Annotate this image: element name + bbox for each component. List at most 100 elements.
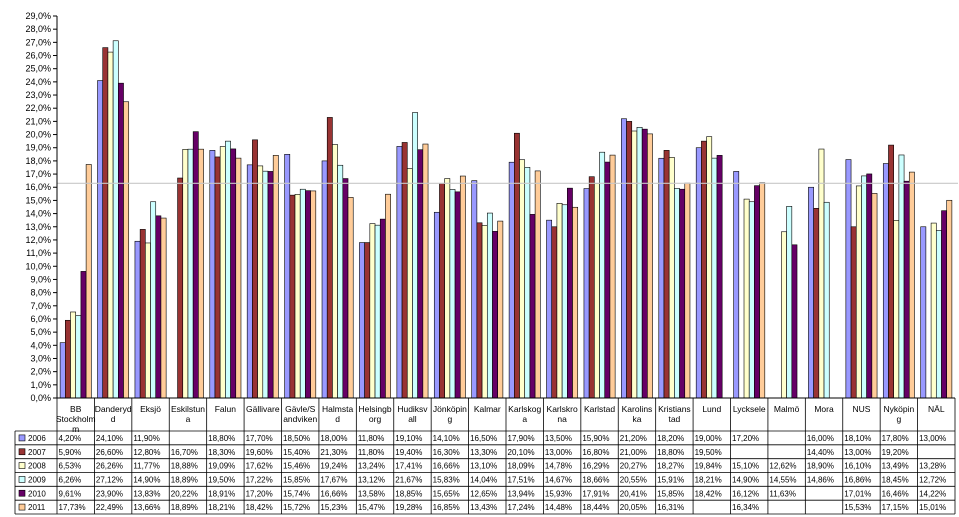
table-cell: 13,28% <box>919 462 946 471</box>
table-cell: 27,12% <box>96 475 123 484</box>
bar-2006 <box>845 159 852 399</box>
bar-2010 <box>417 149 424 399</box>
bar-2009 <box>225 140 231 399</box>
y-tick-label: 27,0% <box>25 37 51 47</box>
category-label: a <box>186 414 191 424</box>
category-label: Jönköpin <box>433 404 467 414</box>
table-cell: 16,29% <box>582 462 609 471</box>
bar-2007 <box>139 229 146 399</box>
bar-2009 <box>861 175 867 399</box>
y-tick-label: 3,0% <box>30 353 51 363</box>
bar-2009 <box>561 204 568 399</box>
table-cell: 18,30% <box>208 448 235 457</box>
y-tick-label: 21,0% <box>25 116 51 126</box>
bar-2010 <box>305 190 311 399</box>
table-cell: 13,30% <box>470 448 497 457</box>
table-cell: 14,90% <box>732 475 759 484</box>
bar-2006 <box>97 80 104 399</box>
category-label: Lycksele <box>733 404 766 414</box>
bar-2010 <box>567 187 573 399</box>
y-tick-label: 20,0% <box>25 130 51 140</box>
category-label: Karolins <box>622 404 653 414</box>
table-cell: 26,60% <box>96 448 123 457</box>
bar-2008 <box>406 168 413 399</box>
table-cell: 13,49% <box>882 462 909 471</box>
y-tick-label: 4,0% <box>30 340 51 350</box>
bar-2011 <box>160 217 167 399</box>
table-cell: 18,66% <box>582 475 609 484</box>
legend-key-2007 <box>18 448 26 456</box>
table-cell: 15,65% <box>433 489 460 498</box>
table-cell: 13,24% <box>358 462 385 471</box>
bar-2007 <box>214 156 221 399</box>
table-cell: 13,83% <box>133 489 160 498</box>
bar-2009 <box>486 212 493 399</box>
table-cell: 11,80% <box>358 448 385 457</box>
bar-2007 <box>850 226 857 399</box>
bar-2008 <box>631 130 638 399</box>
y-tick-label: 22,0% <box>25 103 51 113</box>
bar-2009 <box>674 188 680 399</box>
bar-2011 <box>198 148 204 399</box>
bar-2010 <box>604 161 611 399</box>
table-cell: 15,91% <box>657 475 684 484</box>
bar-2009 <box>374 224 381 399</box>
category-label: Karlstad <box>584 404 615 414</box>
table-cell: 14,04% <box>470 475 497 484</box>
category-label: Kalmar <box>474 404 501 414</box>
bar-2009 <box>75 315 82 399</box>
bar-2006 <box>920 226 927 399</box>
table-cell: 17,62% <box>246 462 273 471</box>
bar-2011 <box>946 199 953 399</box>
table-cell: 15,23% <box>320 503 347 512</box>
table-cell: 14,10% <box>433 434 460 443</box>
bar-2010 <box>903 180 910 399</box>
category-label: Lund <box>702 404 721 414</box>
table-cell: 6,53% <box>59 462 82 471</box>
table-cell: 15,74% <box>283 489 310 498</box>
category-label: ka <box>632 414 641 424</box>
table-cell: 14,22% <box>919 489 946 498</box>
table-cell: 16,31% <box>657 503 684 512</box>
table-cell: 20,05% <box>620 503 647 512</box>
table-cell: 6,26% <box>59 475 82 484</box>
table-cell: 16,66% <box>320 489 347 498</box>
y-tick-label: 18,0% <box>25 156 51 166</box>
table-cell: 15,40% <box>283 448 310 457</box>
y-tick-label: 8,0% <box>30 288 51 298</box>
legend-label: 2006 <box>28 434 46 443</box>
category-label: Falun <box>215 404 237 414</box>
bar-2007 <box>476 222 483 399</box>
bar-2006 <box>733 171 740 399</box>
y-tick-label: 2,0% <box>30 367 51 377</box>
table-cell: 19,24% <box>320 462 347 471</box>
table-cell: 15,46% <box>283 462 310 471</box>
bar-2006 <box>284 154 291 399</box>
table-cell: 18,88% <box>171 462 198 471</box>
table-cell: 14,90% <box>133 475 160 484</box>
table-cell: 14,48% <box>545 503 572 512</box>
table-cell: 14,78% <box>545 462 572 471</box>
y-tick-label: 11,0% <box>26 248 51 258</box>
table-cell: 15,85% <box>283 475 310 484</box>
table-cell: 13,94% <box>508 489 535 498</box>
bar-2011 <box>272 155 279 399</box>
table-cell: 19,20% <box>882 448 909 457</box>
table-cell: 16,46% <box>882 489 909 498</box>
y-tick-label: 24,0% <box>25 77 51 87</box>
category-label: all <box>408 414 417 424</box>
legend-key-2010 <box>18 489 26 497</box>
table-cell: 18,90% <box>807 462 834 471</box>
bar-2010 <box>192 131 199 399</box>
bar-2008 <box>668 157 675 399</box>
table-cell: 18,50% <box>283 434 310 443</box>
bar-2007 <box>626 121 633 399</box>
bar-2008 <box>930 222 937 399</box>
y-tick-label: 25,0% <box>25 64 51 74</box>
y-tick-label: 23,0% <box>25 90 51 100</box>
bar-2009 <box>412 112 418 399</box>
table-cell: 15,10% <box>732 462 759 471</box>
table-cell: 18,10% <box>844 434 871 443</box>
bar-2010 <box>716 155 723 399</box>
